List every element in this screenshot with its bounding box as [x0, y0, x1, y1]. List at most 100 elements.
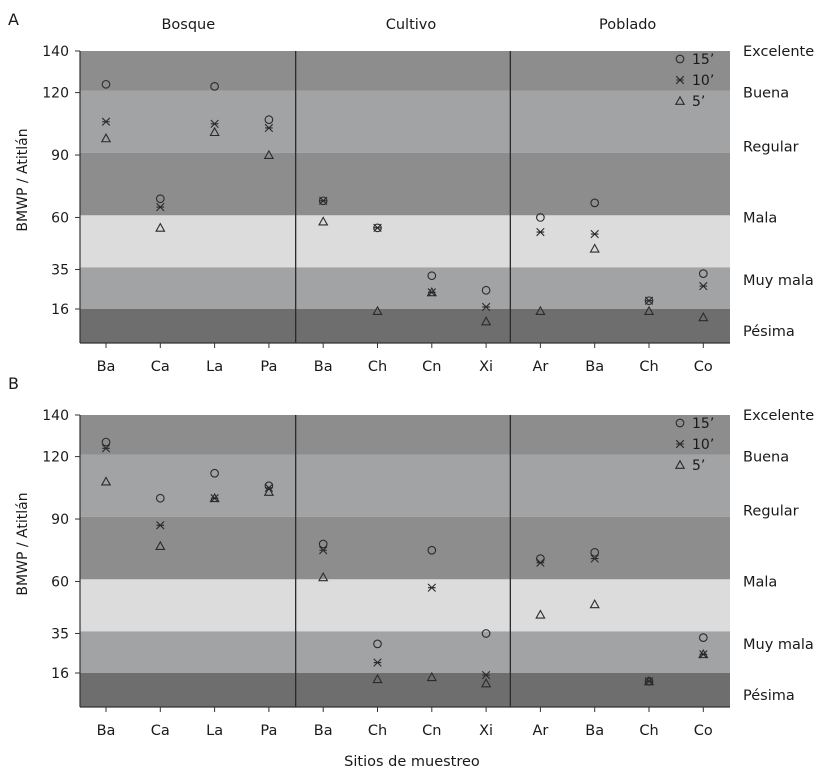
data-point-asterisk [156, 521, 165, 530]
data-point-triangle [318, 571, 329, 582]
data-point-triangle [263, 149, 275, 159]
x-tick-label: Xi [479, 723, 493, 739]
data-point-circle [155, 493, 165, 503]
data-point-triangle [480, 678, 492, 688]
data-point-triangle-shape [100, 133, 112, 143]
data-point-triangle [589, 599, 600, 609]
panel-letter: A [8, 10, 19, 29]
data-point-triangle [698, 311, 709, 322]
data-point-circle [318, 539, 328, 549]
data-point-circle [427, 545, 437, 555]
x-tick-label: Pa [260, 359, 277, 375]
quality-band-buena [80, 454, 730, 517]
data-point-triangle-shape [426, 287, 437, 297]
data-point-circle [210, 82, 219, 91]
legend-label: 5’ [692, 94, 705, 110]
data-point-circle [101, 79, 111, 89]
data-point-asterisk [481, 302, 491, 312]
data-point-triangle-shape [263, 486, 275, 496]
x-axis-title: Sitios de muestreo [344, 754, 480, 770]
data-point-asterisk [427, 583, 436, 592]
data-point-triangle [426, 671, 437, 682]
quality-band-mala [80, 579, 730, 632]
data-point-triangle-shape [535, 609, 546, 619]
data-point-triangle [698, 648, 709, 659]
legend-marker [675, 75, 685, 85]
data-point-asterisk [373, 658, 382, 667]
data-point-circle-shape [590, 547, 600, 557]
data-point-triangle [372, 673, 383, 684]
x-tick-label: Co [694, 359, 713, 375]
group-label: Cultivo [386, 17, 437, 33]
data-point-triangle-shape [589, 243, 600, 253]
data-point-asterisk [373, 223, 382, 233]
data-point-circle-shape [264, 115, 274, 125]
data-point-triangle-shape [318, 571, 329, 582]
quality-label: Mala [743, 210, 777, 226]
data-point-asterisk-shape [481, 670, 491, 680]
data-point-circle-shape [590, 198, 600, 208]
panel-B: 16 35 60 90 120 140 Excelente Buena Regular Mala M… [8, 374, 814, 739]
data-point-triangle [480, 316, 492, 326]
data-point-asterisk [536, 558, 545, 567]
data-point-asterisk-shape [156, 521, 165, 530]
data-point-triangle-shape [643, 675, 655, 686]
y-tick-label: 90 [51, 148, 69, 164]
x-tick-label: Ba [97, 359, 116, 375]
data-point-triangle [155, 540, 166, 550]
y-tick-label: 140 [42, 44, 69, 60]
data-point-asterisk-shape [590, 229, 599, 239]
x-tick-label: La [206, 723, 223, 739]
data-point-circle [590, 547, 600, 557]
x-tick-label: Ca [151, 723, 170, 739]
legend-label: 15’ [692, 52, 714, 68]
data-point-triangle-shape [372, 673, 383, 684]
data-point-asterisk-shape [536, 227, 545, 237]
quality-band-regular [80, 516, 730, 580]
data-point-triangle [155, 222, 166, 232]
data-point-triangle [100, 476, 112, 486]
data-point-triangle [209, 492, 220, 503]
quality-label: Buena [743, 86, 789, 102]
data-point-triangle-shape [698, 311, 709, 322]
data-point-triangle [643, 675, 655, 686]
quality-label: Pésima [743, 324, 795, 340]
quality-label: Buena [743, 450, 789, 466]
data-point-asterisk [481, 670, 491, 680]
quality-label: Excelente [743, 44, 814, 60]
quality-band-pésima [80, 309, 730, 343]
x-tick-label: La [206, 359, 223, 375]
data-point-circle [264, 115, 274, 125]
data-point-circle [590, 198, 600, 208]
data-point-asterisk [210, 119, 219, 129]
data-point-asterisk-shape [699, 281, 708, 291]
y-axis-title: BMWP / Atitlán [15, 128, 31, 231]
quality-label: Pésima [743, 688, 795, 704]
data-point-triangle-shape [100, 476, 112, 486]
data-point-circle-shape [698, 633, 708, 642]
data-point-triangle [643, 305, 655, 315]
quality-label: Mala [743, 574, 777, 590]
data-point-asterisk-shape [210, 119, 219, 129]
data-point-circle [481, 285, 491, 295]
data-point-triangle-shape [318, 216, 329, 226]
data-point-triangle [100, 133, 112, 143]
quality-band-pésima [80, 673, 730, 707]
data-point-circle [481, 629, 491, 638]
x-tick-label: Xi [479, 359, 493, 375]
x-tick-label: Ba [314, 723, 333, 739]
quality-label: Regular [743, 140, 799, 156]
data-point-asterisk-shape [373, 658, 382, 667]
panel-A: 16 35 60 90 120 140 Excelente Buena Regular Mala M… [8, 10, 814, 375]
legend-marker-shape [674, 95, 686, 105]
legend-marker [674, 95, 686, 105]
data-point-triangle-shape [698, 648, 709, 659]
legend-marker-shape [675, 439, 685, 449]
data-point-circle-shape [698, 269, 708, 278]
x-tick-label: Co [694, 723, 713, 739]
data-point-triangle-shape [643, 305, 655, 315]
quality-band-regular [80, 152, 730, 216]
data-point-circle-shape [155, 194, 165, 204]
y-tick-label: 35 [51, 626, 69, 642]
